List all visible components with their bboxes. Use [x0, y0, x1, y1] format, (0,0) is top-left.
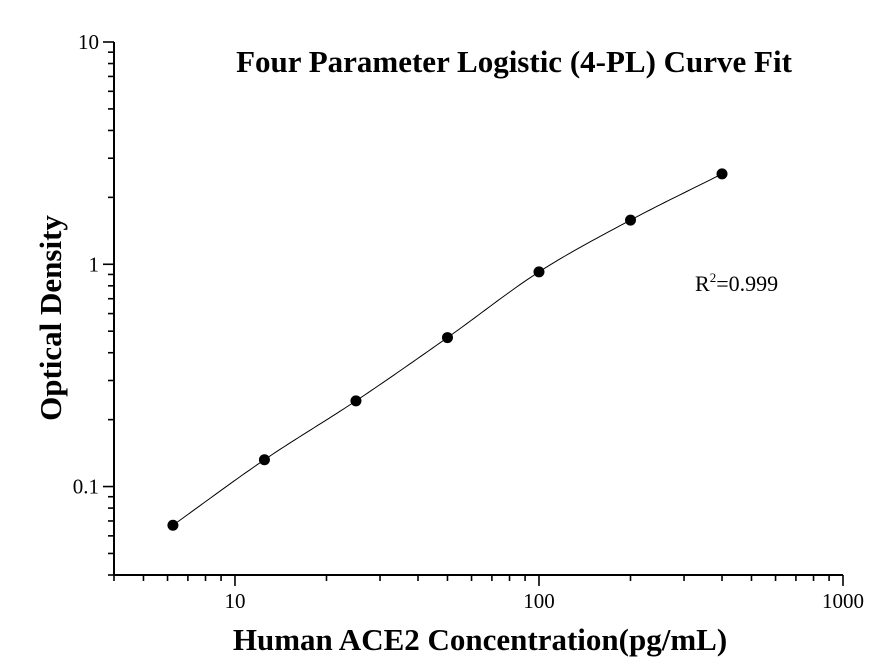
data-point	[258, 454, 270, 466]
data-point	[167, 519, 179, 531]
fit-curve	[172, 173, 723, 526]
x-tick-label: 1000	[822, 589, 864, 613]
data-point	[625, 214, 637, 226]
r2-value: =0.999	[716, 271, 778, 296]
y-tick-label: 10	[78, 30, 99, 54]
y-axis-tick-labels: 10 1 0.1	[73, 30, 99, 499]
r2-superscript: 2	[710, 270, 717, 285]
x-tick-label: 100	[523, 589, 555, 613]
x-tick-label: 10	[224, 589, 245, 613]
data-point	[350, 395, 362, 407]
data-points	[167, 168, 728, 531]
data-point	[441, 332, 453, 344]
x-axis-tick-labels: 10 100 1000	[224, 589, 864, 613]
chart-title: Four Parameter Logistic (4-PL) Curve Fit	[236, 44, 793, 79]
data-point	[533, 266, 545, 278]
r2-symbol: R	[695, 271, 710, 296]
y-axis-label: Optical Density	[33, 215, 68, 421]
y-axis-ticks	[103, 41, 114, 576]
x-axis-label: Human ACE2 Concentration(pg/mL)	[233, 622, 727, 657]
x-axis-ticks	[113, 575, 844, 586]
y-tick-label: 0.1	[73, 475, 99, 499]
data-point	[716, 168, 728, 180]
r2-annotation: R2=0.999	[695, 270, 778, 296]
y-tick-label: 1	[89, 252, 100, 276]
